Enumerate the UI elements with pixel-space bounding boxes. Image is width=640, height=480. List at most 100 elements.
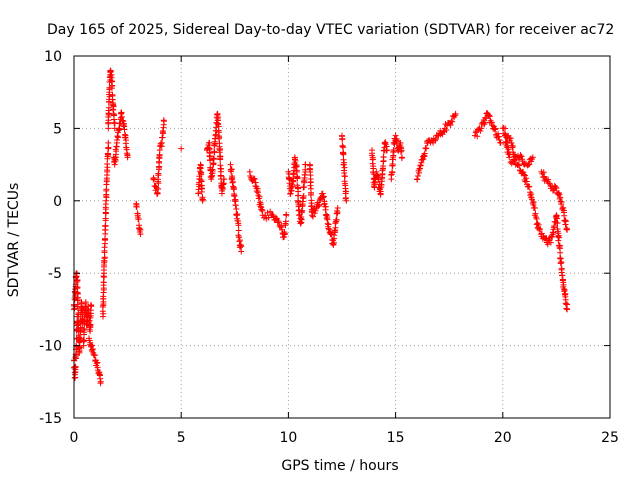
data-point — [221, 176, 228, 183]
data-point — [207, 156, 214, 163]
data-point — [517, 152, 524, 159]
data-point — [421, 150, 428, 157]
data-point — [557, 249, 564, 256]
data-point — [389, 168, 396, 175]
data-point — [292, 157, 299, 164]
data-point — [105, 139, 112, 146]
data-point — [287, 190, 294, 197]
data-point — [87, 321, 94, 328]
data-points — [70, 67, 571, 387]
data-point — [375, 176, 382, 183]
data-point — [535, 221, 542, 228]
data-point — [342, 188, 349, 195]
data-point — [506, 151, 513, 158]
data-point — [553, 185, 560, 192]
data-point — [198, 188, 205, 195]
data-point — [507, 135, 514, 142]
data-point — [133, 203, 140, 210]
data-point — [516, 162, 523, 169]
x-tick-label: 15 — [387, 430, 405, 446]
data-point — [531, 205, 538, 212]
data-point — [236, 237, 243, 244]
data-point — [80, 337, 87, 344]
data-point — [331, 235, 338, 242]
data-point — [545, 176, 552, 183]
data-point — [211, 148, 218, 155]
data-point — [555, 237, 562, 244]
data-point — [297, 220, 304, 227]
data-point — [556, 234, 563, 241]
data-point — [81, 337, 88, 344]
data-point — [178, 145, 185, 152]
data-point — [540, 169, 547, 176]
data-point — [518, 153, 525, 160]
data-point — [502, 125, 509, 132]
data-point — [334, 210, 341, 217]
grid-lines — [74, 56, 610, 418]
data-point — [74, 313, 81, 320]
data-point — [229, 174, 236, 181]
y-tick-label: -5 — [48, 266, 62, 282]
data-point — [315, 203, 322, 210]
data-point — [233, 205, 240, 212]
data-point — [380, 153, 387, 160]
data-point — [275, 218, 282, 225]
data-point — [447, 122, 454, 129]
data-point — [298, 209, 305, 216]
data-point — [93, 360, 100, 367]
data-point — [552, 183, 559, 190]
data-point — [227, 161, 234, 168]
data-point — [562, 218, 569, 225]
data-point — [74, 277, 81, 284]
data-point — [282, 218, 289, 225]
data-point — [491, 126, 498, 133]
data-point — [123, 137, 130, 144]
data-point — [267, 208, 274, 215]
data-point — [307, 179, 314, 186]
data-point — [564, 306, 571, 313]
data-point — [254, 189, 261, 196]
y-tick-label: -10 — [39, 339, 62, 355]
data-point — [228, 166, 235, 173]
data-point — [155, 180, 162, 187]
data-point — [547, 239, 554, 246]
data-point — [563, 305, 570, 312]
data-point — [485, 112, 492, 119]
data-point — [158, 139, 165, 146]
data-point — [532, 210, 539, 217]
data-point — [509, 144, 516, 151]
y-tick-labels: -15 -10 -5 0 5 10 — [39, 49, 62, 427]
data-point — [340, 151, 347, 158]
data-point — [85, 305, 92, 312]
data-point — [228, 168, 235, 175]
data-point — [298, 216, 305, 223]
data-point — [322, 203, 329, 210]
data-point — [310, 213, 317, 220]
x-tick-label: 10 — [279, 430, 297, 446]
data-point — [538, 230, 545, 237]
data-point — [108, 85, 115, 92]
data-point — [278, 223, 285, 230]
data-point — [105, 104, 112, 111]
data-point — [159, 134, 166, 141]
data-point — [155, 170, 162, 177]
data-point — [558, 199, 565, 206]
data-point — [500, 125, 507, 131]
data-point — [91, 352, 98, 359]
data-point — [218, 166, 225, 173]
data-point — [505, 148, 512, 155]
data-point — [537, 225, 544, 232]
data-point — [452, 110, 459, 117]
data-point — [137, 231, 144, 238]
data-point — [71, 295, 78, 302]
data-point — [264, 209, 271, 216]
data-point — [216, 134, 223, 141]
data-point — [558, 259, 565, 266]
data-point — [291, 156, 298, 163]
data-point — [449, 118, 456, 125]
axis-ticks — [73, 55, 611, 419]
data-point — [414, 176, 421, 183]
data-point — [559, 206, 566, 213]
data-point — [197, 162, 204, 169]
plot-frame — [73, 55, 611, 419]
